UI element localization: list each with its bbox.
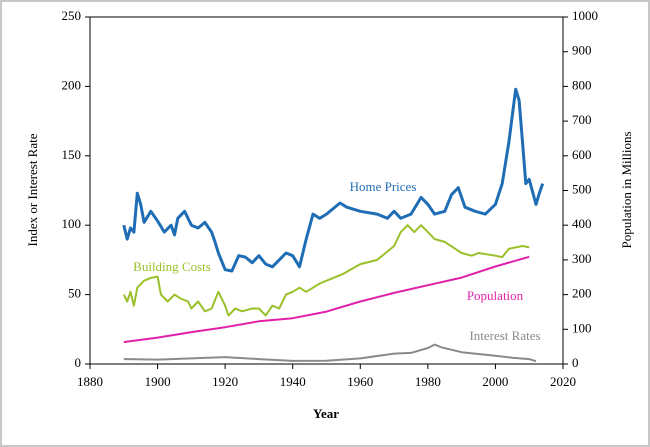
y-tick-label: 250: [62, 8, 82, 23]
y-tick-label: 150: [62, 147, 82, 162]
x-tick-label: 1920: [212, 374, 238, 389]
y-tick-label: 50: [68, 286, 81, 301]
x-tick-label: 1900: [145, 374, 171, 389]
y2-tick-label: 400: [572, 216, 592, 231]
y-tick-label: 0: [75, 355, 82, 370]
series-line: [123, 255, 530, 344]
y-tick-label: 100: [62, 216, 82, 231]
y2-tick-label: 100: [572, 320, 592, 335]
series-label: Building Costs: [133, 259, 211, 274]
x-tick-label: 2000: [482, 374, 508, 389]
y2-axis-label: Population in Millions: [619, 131, 634, 248]
series-line: [122, 224, 530, 317]
y-axis-label: Index or Interest Rate: [25, 133, 40, 246]
y-tick-label: 200: [62, 77, 82, 92]
y2-tick-label: 0: [572, 355, 579, 370]
x-axis-label: Year: [313, 406, 339, 421]
y2-tick-label: 900: [572, 43, 592, 58]
series-label: Interest Rates: [469, 328, 540, 343]
x-tick-label: 1980: [415, 374, 441, 389]
x-tick-label: 1940: [280, 374, 306, 389]
x-tick-label: 2020: [550, 374, 576, 389]
series-line: [123, 343, 537, 363]
y2-tick-label: 300: [572, 251, 592, 266]
y2-tick-label: 700: [572, 112, 592, 127]
y2-tick-label: 800: [572, 77, 592, 92]
series-label: Population: [467, 288, 524, 303]
y2-tick-label: 600: [572, 147, 592, 162]
series-label: Home Prices: [350, 179, 417, 194]
y2-tick-label: 1000: [572, 8, 598, 23]
x-tick-label: 1960: [347, 374, 373, 389]
x-tick-label: 1880: [77, 374, 103, 389]
y2-tick-label: 200: [572, 286, 592, 301]
series-line: [122, 87, 545, 273]
y2-tick-label: 500: [572, 181, 592, 196]
